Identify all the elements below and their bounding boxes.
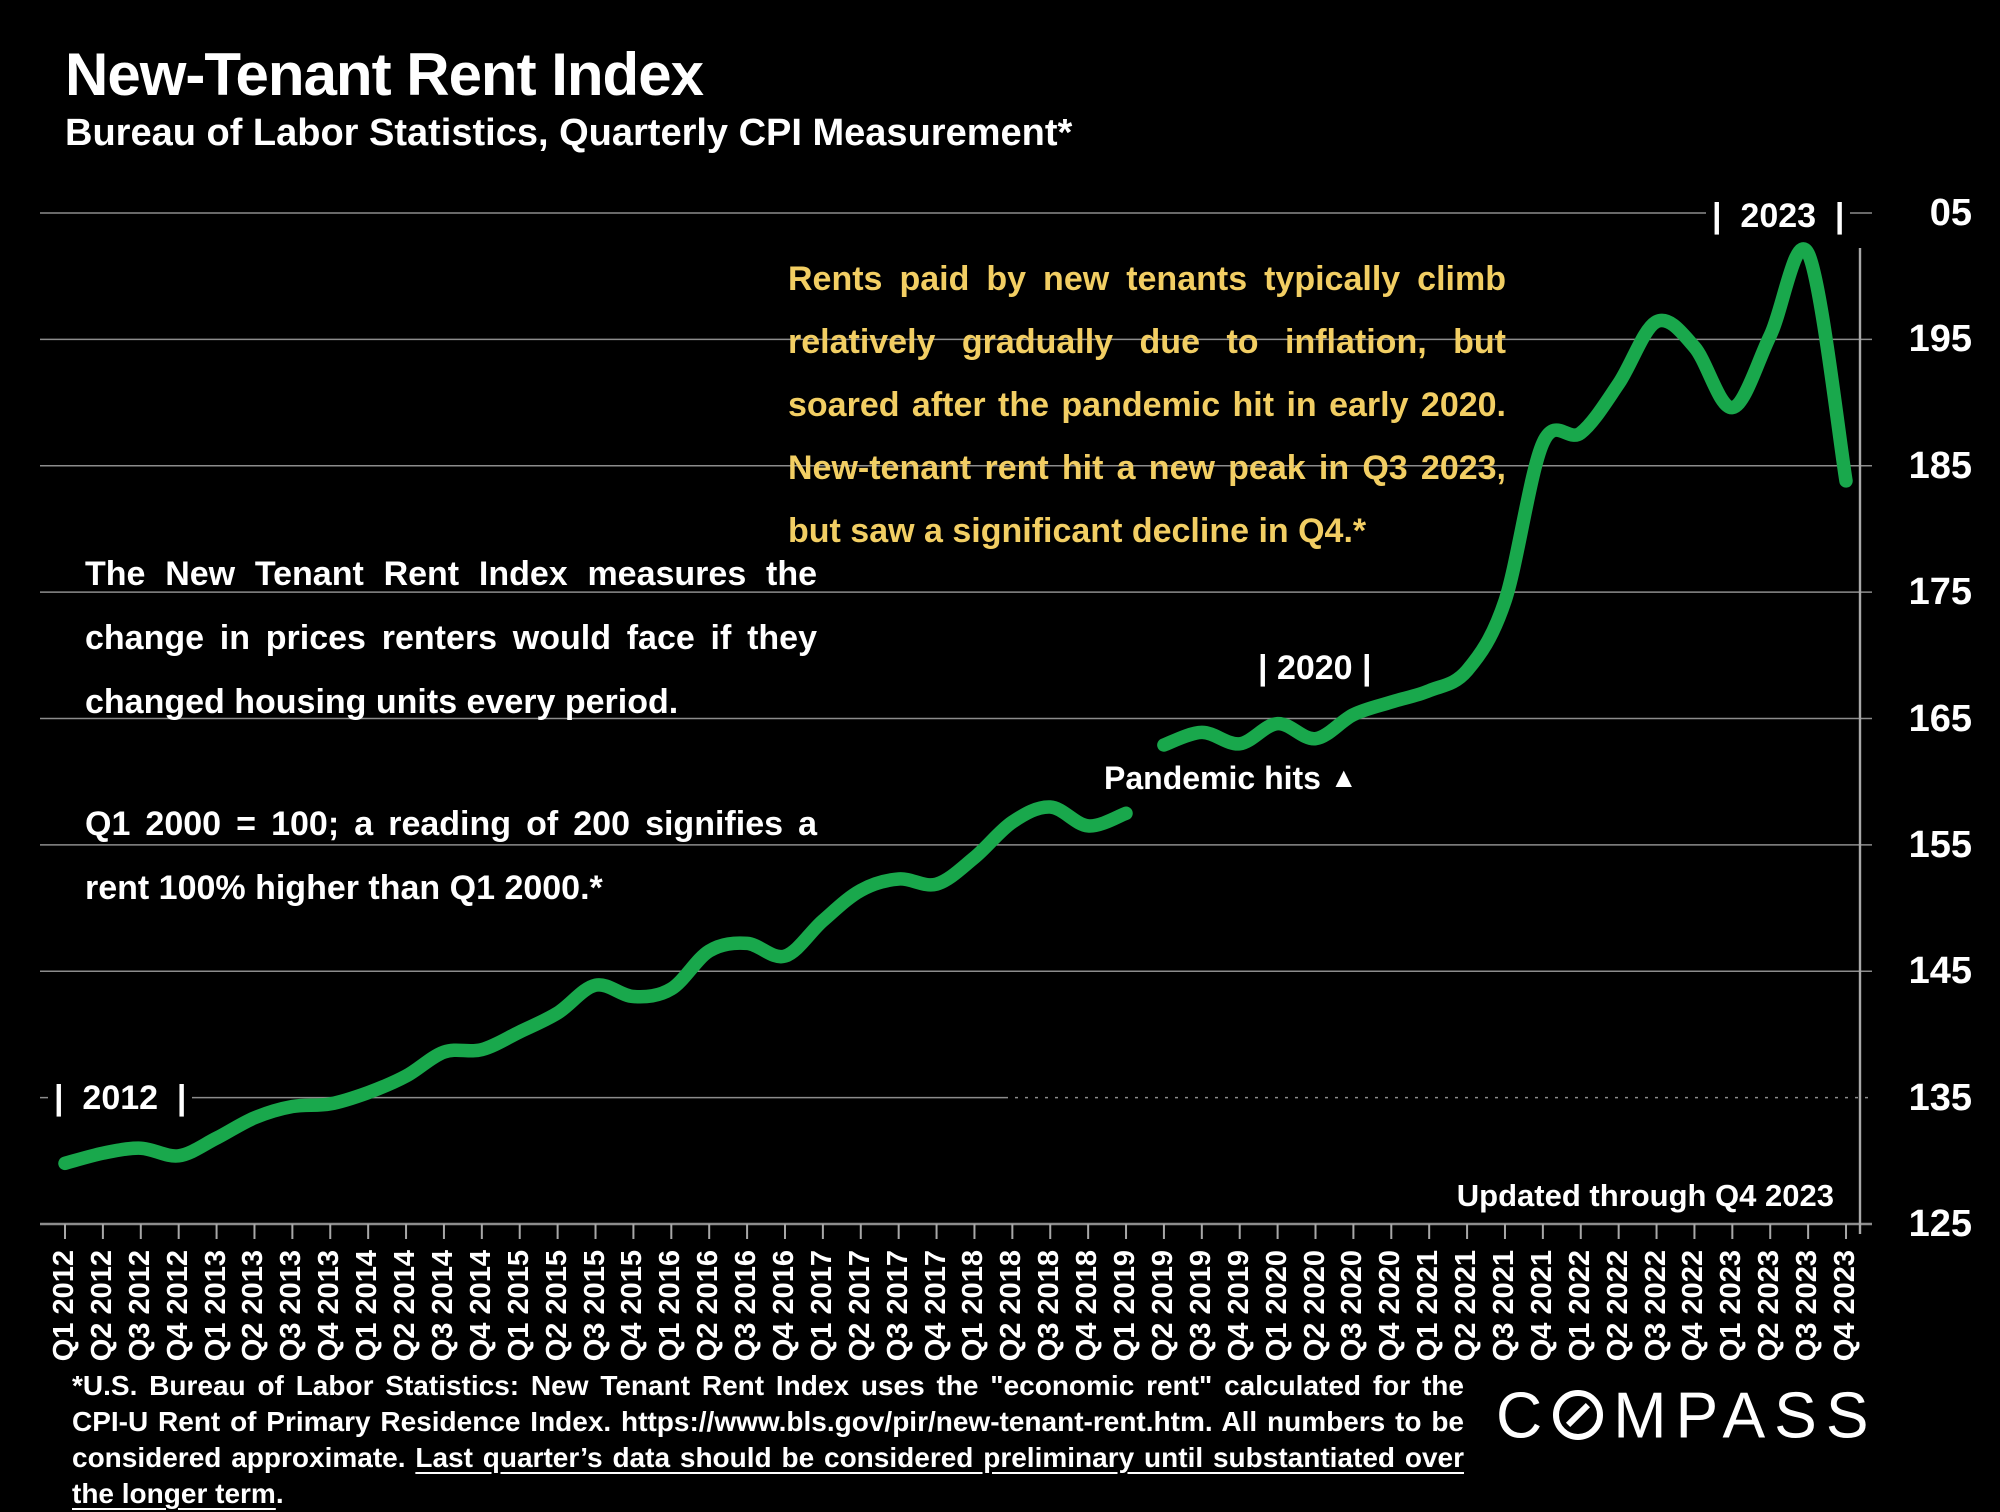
x-tick-label-q2-2022: Q2 2022: [1601, 1250, 1634, 1362]
x-tick-label-q4-2022: Q4 2022: [1677, 1250, 1710, 1362]
highlight-annotation: Rents paid by new tenants typically clim…: [788, 260, 1506, 550]
x-tick-label-q1-2018: Q1 2018: [957, 1250, 990, 1362]
year-marker-2020: | 2020 |: [1252, 648, 1378, 688]
baseline-annotation: Q1 2000 = 100; a reading of 200 signifie…: [85, 805, 817, 907]
x-tick-label-q4-2016: Q4 2016: [767, 1250, 800, 1362]
up-triangle-icon: ▲: [1329, 762, 1358, 793]
y-tick-label-135: 135: [1908, 1076, 1972, 1119]
x-tick-label-q4-2023: Q4 2023: [1829, 1250, 1862, 1362]
x-tick-label-q4-2015: Q4 2015: [616, 1250, 649, 1362]
compass-logo-letters: MPASS: [1613, 1378, 1878, 1452]
x-tick-label-q1-2015: Q1 2015: [502, 1250, 535, 1362]
x-tick-label-q3-2021: Q3 2021: [1487, 1250, 1520, 1362]
x-tick-label-q3-2017: Q3 2017: [881, 1250, 914, 1362]
year-marker-2023: | 2023 |: [1706, 196, 1851, 236]
x-tick-label-q4-2013: Q4 2013: [313, 1250, 346, 1362]
compass-logo-letter-c: C: [1496, 1378, 1552, 1452]
x-tick-label-q3-2016: Q3 2016: [730, 1250, 763, 1362]
y-tick-label-195: 195: [1908, 318, 1972, 361]
x-tick-label-q4-2014: Q4 2014: [464, 1250, 497, 1362]
x-tick-label-q3-2023: Q3 2023: [1791, 1250, 1824, 1362]
y-tick-label-155: 155: [1908, 823, 1972, 866]
x-tick-label-q3-2022: Q3 2022: [1639, 1250, 1672, 1362]
x-tick-label-q1-2013: Q1 2013: [199, 1250, 232, 1362]
x-tick-label-q2-2019: Q2 2019: [1146, 1250, 1179, 1362]
x-tick-label-q1-2022: Q1 2022: [1563, 1250, 1596, 1362]
pandemic-annotation: Pandemic hits ▲: [1104, 760, 1358, 797]
x-tick-label-q2-2016: Q2 2016: [692, 1250, 725, 1362]
x-tick-label-q2-2023: Q2 2023: [1753, 1250, 1786, 1362]
footnote-period: .: [275, 1478, 284, 1509]
y-tick-label-185: 185: [1908, 444, 1972, 487]
x-tick-label-q4-2012: Q4 2012: [161, 1250, 194, 1362]
x-tick-label-q4-2020: Q4 2020: [1374, 1250, 1407, 1362]
footnote-text: *U.S. Bureau of Labor Statistics: New Te…: [72, 1370, 1464, 1473]
x-tick-label-q1-2014: Q1 2014: [351, 1250, 384, 1362]
x-tick-label-q2-2014: Q2 2014: [389, 1250, 422, 1362]
y-tick-label-145: 145: [1908, 950, 1972, 993]
x-tick-label-q3-2013: Q3 2013: [275, 1250, 308, 1362]
x-tick-label-q2-2020: Q2 2020: [1298, 1250, 1331, 1362]
y-tick-label-165: 165: [1908, 697, 1972, 740]
x-tick-label-q3-2020: Q3 2020: [1336, 1250, 1369, 1362]
page-subtitle: Bureau of Labor Statistics, Quarterly CP…: [65, 112, 1073, 154]
x-tick-label-q2-2021: Q2 2021: [1450, 1250, 1483, 1362]
footnote: *U.S. Bureau of Labor Statistics: New Te…: [72, 1368, 1464, 1512]
y-tick-label-175: 175: [1908, 571, 1972, 614]
rent-index-line-segment-2: [1157, 242, 1853, 752]
x-tick-label-q4-2019: Q4 2019: [1222, 1250, 1255, 1362]
x-tick-label-q3-2019: Q3 2019: [1184, 1250, 1217, 1362]
x-tick-label-q4-2021: Q4 2021: [1525, 1250, 1558, 1362]
x-tick-label-q1-2023: Q1 2023: [1715, 1250, 1748, 1362]
x-tick-label-q2-2013: Q2 2013: [237, 1250, 270, 1362]
x-tick-label-q1-2017: Q1 2017: [805, 1250, 838, 1362]
y-tick-label-205: 05: [1929, 192, 1972, 234]
year-marker-2012: | 2012 |: [48, 1078, 193, 1118]
x-tick-label-q3-2014: Q3 2014: [426, 1250, 459, 1362]
x-tick-label-q4-2018: Q4 2018: [1071, 1250, 1104, 1362]
compass-o-icon: [1553, 1390, 1604, 1440]
x-tick-label-q3-2012: Q3 2012: [123, 1250, 156, 1362]
x-tick-label-q4-2017: Q4 2017: [919, 1250, 952, 1362]
x-tick-label-q1-2019: Q1 2019: [1109, 1250, 1142, 1362]
x-tick-label-q2-2017: Q2 2017: [843, 1250, 876, 1362]
y-tick-label-125: 125: [1908, 1203, 1972, 1245]
definition-annotation: The New Tenant Rent Index measures the c…: [85, 555, 817, 721]
x-tick-label-q2-2015: Q2 2015: [540, 1250, 573, 1362]
compass-needle-icon: [1566, 1402, 1591, 1428]
pandemic-annotation-text: Pandemic hits: [1104, 760, 1321, 796]
footnote-underlined-text: Last quarter’s data should be considered…: [72, 1442, 1464, 1509]
x-tick-label-q1-2021: Q1 2021: [1412, 1250, 1445, 1362]
rent-index-line-segment-1: [58, 800, 1133, 1171]
compass-logo: C MPASS: [1496, 1378, 1966, 1452]
updated-through-label: Updated through Q4 2023: [1456, 1178, 1834, 1213]
x-tick-label-q1-2020: Q1 2020: [1260, 1250, 1293, 1362]
x-tick-label-q3-2018: Q3 2018: [1033, 1250, 1066, 1362]
page-title: New-Tenant Rent Index: [65, 41, 704, 108]
x-tick-label-q3-2015: Q3 2015: [578, 1250, 611, 1362]
x-tick-label-q1-2012: Q1 2012: [48, 1250, 80, 1362]
x-tick-label-q2-2012: Q2 2012: [85, 1250, 118, 1362]
x-tick-label-q2-2018: Q2 2018: [995, 1250, 1028, 1362]
x-tick-label-q1-2016: Q1 2016: [654, 1250, 687, 1362]
